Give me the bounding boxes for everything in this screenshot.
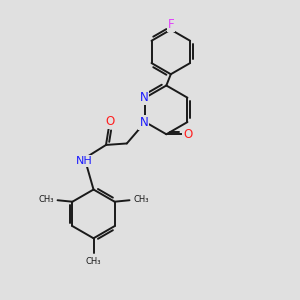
Text: CH₃: CH₃ xyxy=(38,195,54,204)
Text: O: O xyxy=(183,128,193,141)
Text: CH₃: CH₃ xyxy=(133,195,148,204)
Text: CH₃: CH₃ xyxy=(86,257,101,266)
Text: N: N xyxy=(140,116,148,129)
Text: O: O xyxy=(106,115,115,128)
Text: F: F xyxy=(167,18,174,31)
Text: N: N xyxy=(140,91,148,104)
Text: NH: NH xyxy=(76,156,92,166)
